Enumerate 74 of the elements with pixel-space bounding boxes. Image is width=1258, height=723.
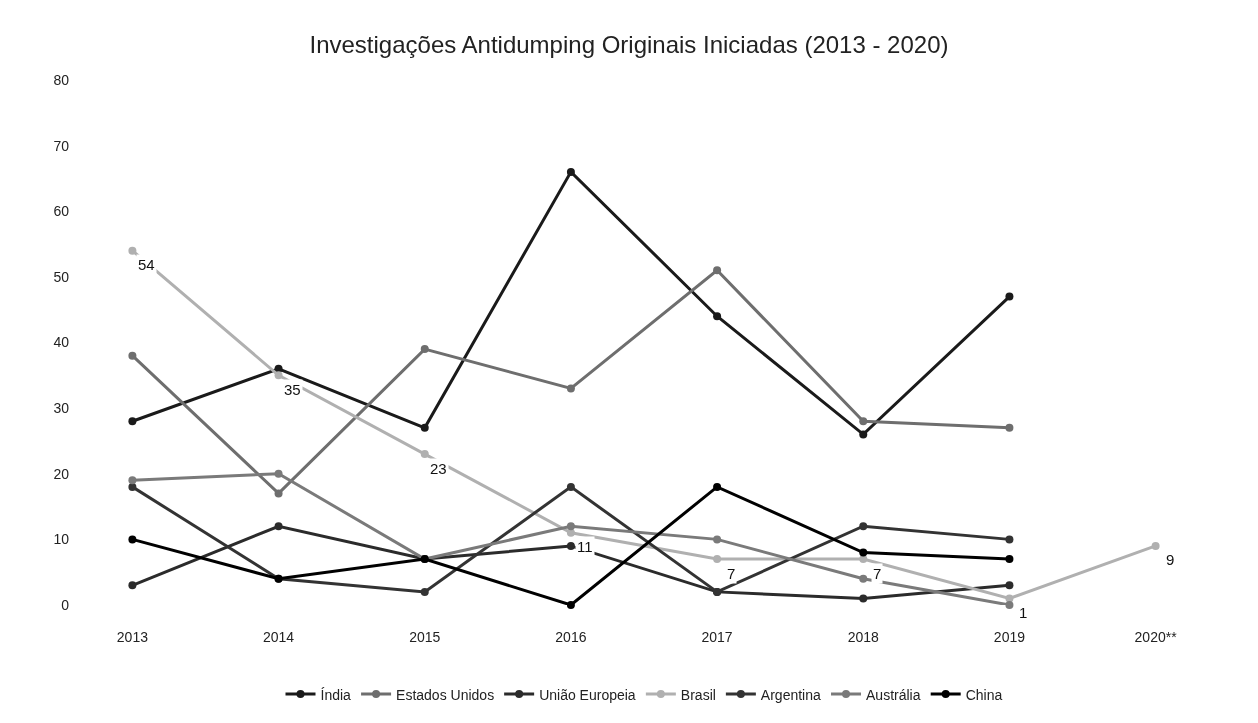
legend-label: Estados Unidos bbox=[396, 686, 495, 703]
x-tick-label: 2017 bbox=[701, 629, 733, 645]
point bbox=[128, 581, 137, 590]
data-label: 7 bbox=[727, 565, 736, 582]
point bbox=[420, 345, 429, 354]
y-tick-label: 70 bbox=[53, 137, 70, 154]
point bbox=[1005, 601, 1014, 609]
point bbox=[1005, 423, 1014, 432]
point bbox=[274, 469, 283, 478]
legend-label: Argentina bbox=[760, 686, 822, 703]
legend-label: China bbox=[965, 686, 1003, 703]
point bbox=[1005, 555, 1014, 564]
point bbox=[274, 522, 283, 531]
point bbox=[713, 555, 722, 564]
point bbox=[420, 423, 429, 432]
point bbox=[128, 351, 137, 360]
point bbox=[1005, 581, 1014, 590]
data-label: 7 bbox=[873, 565, 882, 582]
point bbox=[1151, 541, 1160, 550]
y-tick-label: 30 bbox=[53, 400, 70, 417]
point bbox=[859, 555, 868, 564]
point bbox=[566, 482, 575, 491]
y-tick-label: 60 bbox=[53, 203, 70, 220]
data-label: 9 bbox=[1166, 551, 1175, 568]
point bbox=[128, 476, 137, 485]
point bbox=[128, 246, 137, 255]
data-label: 35 bbox=[284, 381, 301, 398]
x-tick-label: 2014 bbox=[262, 629, 295, 645]
data-label: 1 bbox=[1019, 604, 1028, 621]
point bbox=[1005, 535, 1014, 544]
x-tick-label: 2013 bbox=[116, 629, 149, 645]
point bbox=[566, 541, 575, 550]
point bbox=[859, 574, 868, 583]
point bbox=[274, 371, 283, 380]
x-tick-label: 2015 bbox=[409, 629, 441, 645]
point bbox=[566, 601, 575, 609]
point bbox=[859, 430, 868, 439]
point bbox=[859, 417, 868, 426]
point bbox=[128, 417, 137, 426]
point bbox=[713, 482, 722, 491]
legend-label: Austrália bbox=[866, 686, 921, 703]
point bbox=[566, 384, 575, 393]
data-label: 11 bbox=[577, 538, 593, 555]
legend-label: Brasil bbox=[680, 686, 716, 703]
chart-title: Investigações Antidumping Originais Iniciadas (2013 - 2020) bbox=[309, 30, 949, 58]
x-tick-label: 2016 bbox=[555, 629, 587, 645]
point bbox=[566, 522, 575, 531]
point bbox=[713, 535, 722, 544]
point bbox=[274, 489, 283, 498]
point bbox=[859, 548, 868, 557]
data-label: 23 bbox=[430, 460, 447, 477]
y-tick-label: 20 bbox=[53, 465, 70, 482]
y-tick-label: 40 bbox=[53, 334, 70, 351]
point bbox=[1005, 292, 1014, 301]
y-tick-label: 50 bbox=[53, 268, 70, 285]
point bbox=[713, 312, 722, 321]
point bbox=[128, 535, 137, 544]
y-tick-label: 10 bbox=[53, 531, 70, 548]
x-tick-label: 2020** bbox=[1134, 629, 1178, 645]
legend-label: União Europeia bbox=[539, 686, 636, 703]
point bbox=[566, 167, 575, 176]
point bbox=[566, 528, 575, 537]
x-tick-label: 2018 bbox=[847, 629, 880, 645]
data-label: 54 bbox=[138, 256, 155, 273]
x-tick-label: 2019 bbox=[993, 629, 1026, 645]
point bbox=[128, 482, 137, 491]
point bbox=[859, 522, 868, 531]
point bbox=[420, 450, 429, 459]
legend-label: Índia bbox=[320, 686, 352, 703]
y-tick-label: 80 bbox=[53, 71, 70, 88]
point bbox=[859, 594, 868, 603]
point bbox=[420, 587, 429, 596]
point bbox=[713, 266, 722, 275]
y-tick-label: 0 bbox=[61, 596, 70, 613]
